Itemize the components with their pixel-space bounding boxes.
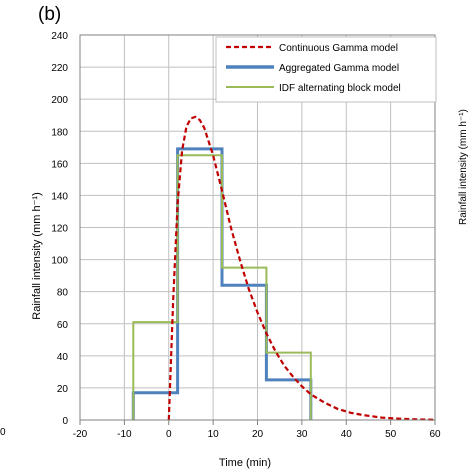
series-layer: [131, 115, 436, 421]
x-tick-label: 10: [208, 429, 220, 440]
tick-labels: 0 20 40 60 80 100 120 140 160 180 200 220 240 -20 -10 0…: [51, 31, 441, 440]
idf-block-line: [132, 154, 312, 420]
y-tick-label: 140: [51, 191, 68, 202]
x-tick-label: -20: [73, 429, 88, 440]
y-tick-label: 200: [51, 95, 68, 106]
y-tick-label: 20: [57, 384, 69, 395]
legend-label-continuous-gamma: Continuous Gamma model: [279, 43, 398, 54]
x-tick-label: -10: [117, 429, 132, 440]
y-tick-label: 160: [51, 159, 68, 170]
adjacent-panel-tick: 0: [0, 427, 6, 438]
plot-frame: [79, 34, 436, 421]
x-tick-label: 60: [429, 429, 441, 440]
panel-label: (b): [38, 4, 62, 25]
y-axis-label: Rainfall intensity (mm h⁻¹): [31, 192, 43, 319]
axes: [79, 34, 436, 425]
x-tick-label: 30: [296, 429, 308, 440]
x-tick-label: 40: [341, 429, 353, 440]
x-tick-label: 0: [166, 429, 172, 440]
legend-label-idf-block: IDF alternating block model: [279, 83, 401, 94]
y-tick-label: 40: [57, 352, 69, 363]
y-tick-label: 60: [57, 320, 69, 331]
y-tick-label: 100: [51, 256, 68, 267]
y-tick-label: 240: [51, 31, 68, 42]
y-tick-label: 0: [62, 416, 68, 427]
legend: Continuous Gamma model Aggregated Gamma m…: [215, 36, 437, 103]
legend-label-aggregated-gamma: Aggregated Gamma model: [279, 63, 399, 74]
continuous-gamma-line: [167, 115, 436, 421]
x-tick-label: 50: [385, 429, 397, 440]
y-tick-label: 180: [51, 127, 68, 138]
x-axis-label: Time (min): [219, 457, 271, 469]
y-tick-label: 120: [51, 224, 68, 235]
y-tick-label: 220: [51, 63, 68, 74]
x-tick-label: 20: [252, 429, 264, 440]
y-tick-label: 80: [57, 288, 69, 299]
